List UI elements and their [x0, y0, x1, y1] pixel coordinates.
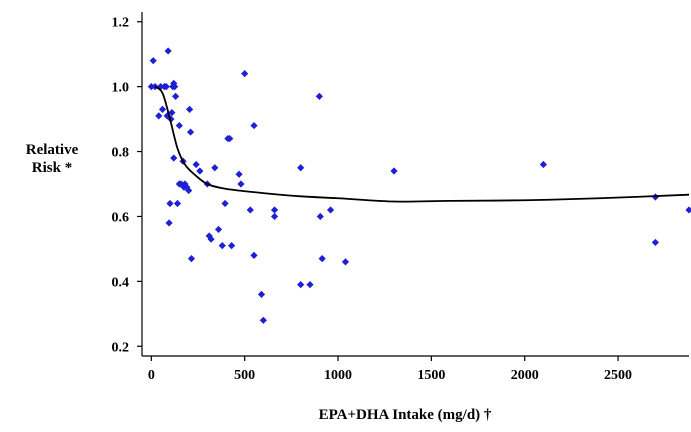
- y-tick-label: 0.2: [112, 340, 130, 355]
- data-point: [164, 47, 172, 55]
- data-point: [315, 92, 323, 100]
- data-point: [166, 199, 174, 208]
- data-point: [237, 180, 245, 188]
- data-point: [226, 134, 234, 143]
- data-point: [170, 79, 178, 87]
- y-axis-ticks: 0.2 0.4 0.6 0.8 1.0 1.2: [112, 16, 142, 355]
- y-tick-label: 0.8: [112, 146, 130, 161]
- x-tick-label: 500: [234, 368, 255, 383]
- data-point: [158, 105, 167, 113]
- y-axis-label-line-1: Relative: [26, 142, 79, 158]
- data-point: [192, 160, 200, 169]
- x-axis-label: EPA+DHA Intake (mg/d) †: [319, 407, 492, 423]
- data-point: [685, 206, 691, 214]
- data-point: [214, 225, 223, 234]
- data-point: [539, 160, 547, 169]
- data-point: [185, 186, 193, 195]
- data-point: [172, 92, 180, 100]
- data-point: [171, 83, 179, 91]
- data-point: [306, 281, 314, 289]
- data-point: [187, 255, 196, 263]
- data-point: [246, 206, 254, 214]
- x-tick-label: 1000: [324, 368, 352, 383]
- x-tick-label: 0: [148, 368, 155, 383]
- data-point: [341, 258, 350, 266]
- x-axis-ticks: 0 500 1000 1500 2000 2500: [148, 356, 632, 383]
- y-tick-label: 0.4: [112, 275, 130, 290]
- data-point: [250, 121, 258, 130]
- data-point: [170, 154, 178, 162]
- data-point: [218, 242, 226, 250]
- data-point: [250, 251, 258, 259]
- y-tick-label: 0.6: [112, 210, 130, 225]
- x-tick-label: 2500: [604, 368, 632, 383]
- data-point: [326, 206, 335, 214]
- data-point: [241, 70, 249, 78]
- data-point: [186, 128, 195, 136]
- data-point: [175, 121, 183, 130]
- x-tick-label: 2000: [511, 368, 539, 383]
- data-point: [297, 164, 305, 172]
- data-point: [235, 170, 243, 178]
- data-point: [318, 255, 326, 263]
- data-point: [173, 199, 182, 208]
- data-point: [186, 105, 194, 113]
- data-points: [147, 47, 691, 324]
- data-point: [207, 235, 215, 243]
- data-point: [316, 212, 324, 221]
- plot-area: 0 500 1000 1500 2000 2500 0.2 0.4 0.6 0.8 1.0 1.2: [112, 12, 691, 383]
- data-point: [211, 164, 219, 172]
- data-point: [196, 167, 204, 175]
- data-point: [221, 199, 229, 208]
- data-point: [270, 206, 279, 214]
- data-point: [297, 281, 305, 289]
- trend-line: [154, 85, 690, 203]
- data-point: [168, 109, 176, 117]
- data-point: [651, 238, 659, 247]
- data-point: [165, 219, 173, 227]
- data-point: [390, 167, 398, 175]
- y-axis-label-line-2: Risk *: [32, 160, 72, 176]
- y-tick-label: 1.2: [112, 16, 130, 31]
- data-point: [149, 57, 157, 65]
- data-point: [257, 290, 266, 298]
- data-point: [147, 83, 155, 91]
- data-point: [228, 242, 236, 250]
- x-tick-label: 1500: [417, 368, 445, 383]
- data-point: [162, 83, 170, 91]
- data-point: [259, 316, 267, 324]
- y-tick-label: 1.0: [112, 81, 130, 96]
- data-point: [270, 212, 279, 221]
- data-point: [157, 83, 165, 91]
- data-point: [155, 112, 163, 120]
